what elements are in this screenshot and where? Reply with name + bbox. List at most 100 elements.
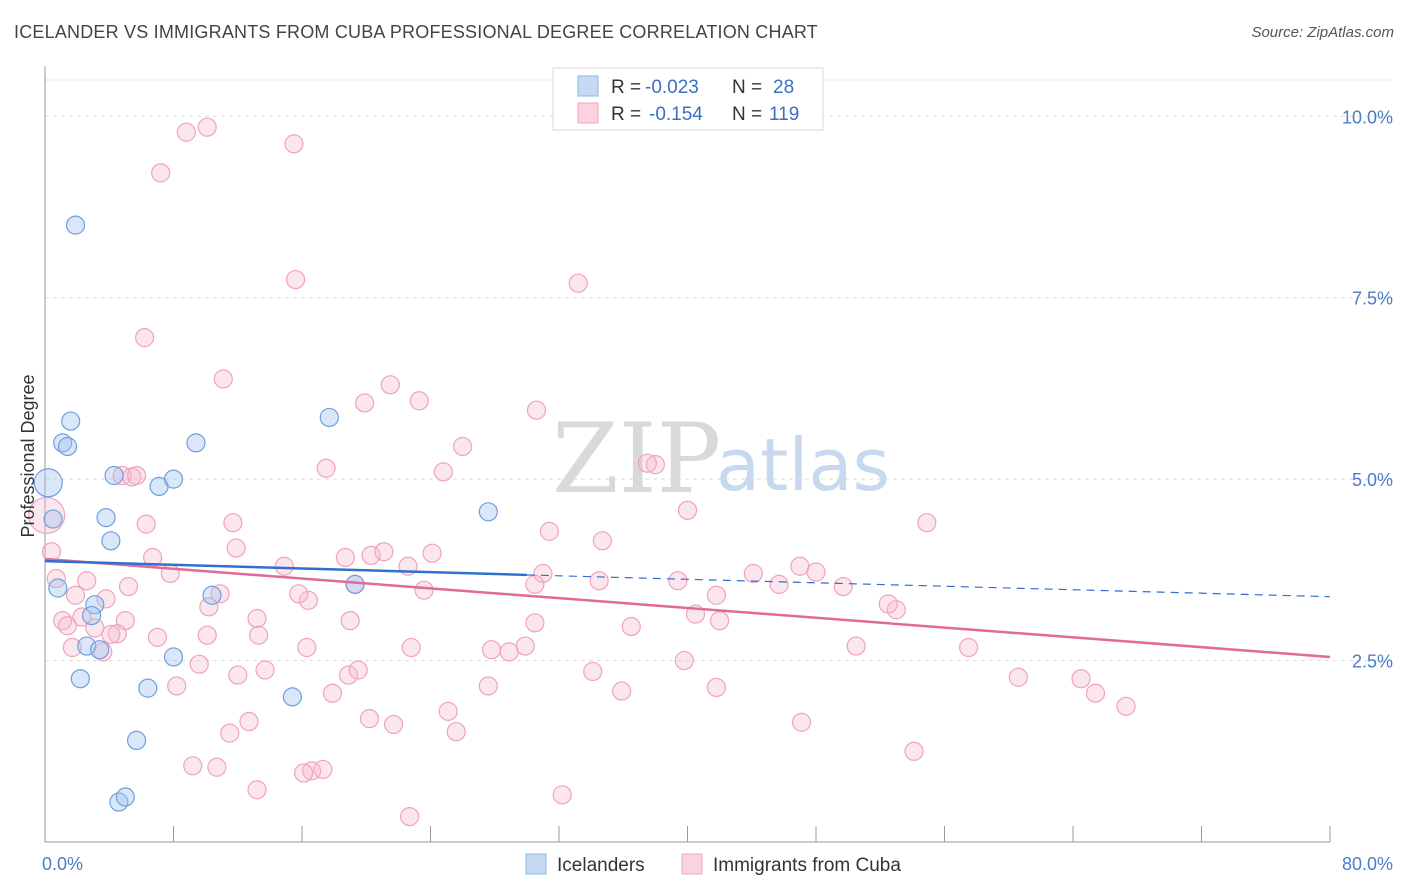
cuba-point	[176, 122, 196, 142]
cuba-point	[313, 759, 333, 780]
legend-n-label-2: N =	[732, 104, 762, 125]
cuba-point	[348, 660, 368, 680]
cuba-point	[285, 269, 306, 290]
cuba-point	[62, 637, 82, 658]
icelander-point	[186, 433, 206, 453]
icelander-point	[61, 411, 81, 431]
cuba-point	[361, 545, 381, 565]
cuba-point	[340, 611, 360, 631]
cuba-point	[85, 618, 105, 638]
cuba-point	[409, 391, 429, 411]
cuba-point	[453, 436, 473, 457]
watermark-zip: ZIP	[552, 403, 721, 515]
cuba-point	[57, 616, 78, 636]
watermark-atlas: atlas	[716, 423, 890, 507]
bottom-legend-swatch-cuba	[681, 853, 703, 875]
legend-n-value-1: 28	[773, 77, 794, 98]
y-tick-label: 5.0%	[1352, 470, 1393, 490]
cuba-point	[589, 571, 609, 591]
cuba-point	[112, 465, 132, 486]
icelander-point	[109, 792, 129, 812]
cuba-point	[438, 701, 458, 721]
icelander-point	[126, 730, 147, 751]
cuba-point	[239, 711, 259, 732]
cuba-point	[846, 636, 866, 656]
cuba-point	[107, 624, 127, 644]
icelander-point	[85, 595, 105, 615]
icelander-point	[65, 215, 86, 235]
cuba-point	[710, 611, 730, 631]
cuba-trend-line	[44, 557, 1331, 659]
icelander-point	[478, 502, 498, 522]
cuba-point	[134, 328, 155, 348]
cuba-point	[674, 650, 694, 671]
cuba-point	[743, 563, 763, 584]
cuba-point	[136, 514, 156, 534]
cuba-point	[1008, 667, 1028, 687]
tick-labels: 2.5% 5.0% 7.5% 10.0% 0.0% 80.0%	[42, 107, 1393, 874]
legend-r-label-1: R =	[611, 77, 641, 98]
series-icelanders-points	[33, 215, 498, 812]
cuba-point	[481, 640, 502, 660]
icelander-point	[101, 531, 121, 551]
icelander-point	[57, 436, 78, 457]
icelander-point	[319, 407, 339, 428]
icelander-point	[48, 578, 68, 598]
cuba-point	[183, 756, 203, 776]
icelander-point	[138, 678, 158, 698]
cuba-point	[72, 607, 92, 627]
cuba-point	[525, 574, 545, 594]
cuba-point	[791, 712, 812, 732]
legend-r-label-2: R =	[611, 104, 641, 125]
cuba-point	[380, 375, 400, 395]
cuba-point	[247, 780, 267, 800]
cuba-point	[539, 521, 559, 541]
chart-title: ICELANDER VS IMMIGRANTS FROM CUBA PROFES…	[14, 22, 818, 42]
icelander-point	[81, 605, 102, 626]
cuba-point	[645, 455, 665, 475]
cuba-point	[677, 500, 698, 520]
cuba-point	[769, 574, 789, 594]
cuba-point	[706, 585, 727, 605]
cuba-point	[383, 714, 404, 735]
cuba-point	[207, 757, 227, 777]
cuba-point	[1116, 696, 1136, 716]
cuba-point	[568, 273, 588, 293]
cuba-point	[210, 584, 230, 604]
icelander-point	[163, 469, 184, 489]
cuba-point	[199, 597, 219, 617]
cuba-point	[515, 636, 535, 656]
cuba-point	[958, 637, 979, 658]
cuba-point	[255, 660, 275, 680]
cuba-point	[833, 576, 853, 597]
cuba-point	[878, 594, 898, 614]
bottom-legend-label-icelanders: Icelanders	[557, 855, 645, 876]
cuba-point	[197, 117, 217, 137]
legend-r-value-2: -0.154	[649, 104, 703, 125]
cuba-point	[274, 556, 294, 576]
cuba-point	[806, 562, 826, 582]
cuba-point	[637, 453, 657, 473]
cuba-point	[1071, 669, 1091, 689]
cuba-point	[917, 513, 937, 533]
cuba-point	[65, 585, 86, 605]
cuba-point	[223, 513, 243, 533]
cuba-point	[147, 627, 168, 647]
watermark: ZIP atlas	[552, 403, 890, 515]
icelander-point	[104, 465, 124, 486]
x-tick-label: 0.0%	[42, 854, 83, 874]
cuba-point	[228, 665, 248, 685]
cuba-point	[297, 637, 317, 658]
legend-n-label-1: N =	[732, 77, 762, 98]
legend-swatch-icelanders	[577, 75, 599, 97]
icelander-point	[96, 508, 116, 528]
cuba-point	[592, 531, 612, 551]
icelander-point	[70, 669, 90, 689]
cuba-point	[226, 538, 246, 558]
cuba-point	[213, 369, 233, 389]
y-tick-label: 10.0%	[1342, 107, 1393, 127]
axes	[44, 66, 1331, 843]
icelander-point	[282, 687, 302, 707]
cuba-point	[526, 400, 547, 420]
